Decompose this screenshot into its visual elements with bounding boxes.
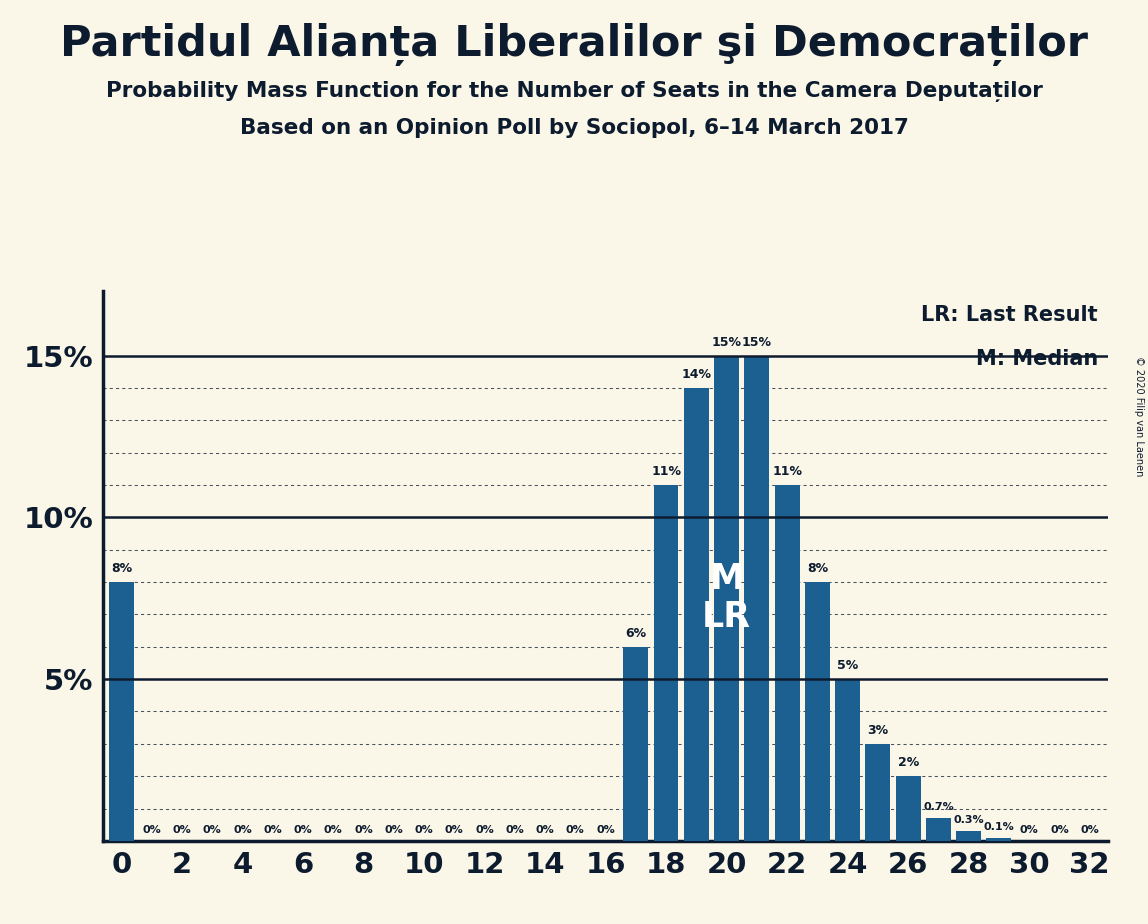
Text: 2%: 2% <box>898 756 918 769</box>
Text: 0%: 0% <box>1050 825 1069 835</box>
Text: 0%: 0% <box>385 825 403 835</box>
Text: Partidul Alianța Liberalilor şi Democraților: Partidul Alianța Liberalilor şi Democraț… <box>60 23 1088 67</box>
Text: 0%: 0% <box>324 825 342 835</box>
Text: 0%: 0% <box>1019 825 1039 835</box>
Text: 14%: 14% <box>682 368 712 381</box>
Text: 0.1%: 0.1% <box>984 821 1015 832</box>
Bar <box>956 832 982 841</box>
Text: LR: Last Result: LR: Last Result <box>921 305 1097 325</box>
Text: 0%: 0% <box>505 825 525 835</box>
Bar <box>836 679 860 841</box>
Text: M: Median: M: Median <box>976 348 1097 369</box>
Text: 11%: 11% <box>773 465 802 478</box>
Text: 0.3%: 0.3% <box>953 815 984 825</box>
Text: 8%: 8% <box>807 562 828 575</box>
Text: 0%: 0% <box>294 825 312 835</box>
Text: 3%: 3% <box>867 723 889 736</box>
Bar <box>623 647 649 841</box>
Text: 0%: 0% <box>414 825 434 835</box>
Text: 6%: 6% <box>626 626 646 639</box>
Text: 8%: 8% <box>111 562 132 575</box>
Text: Probability Mass Function for the Number of Seats in the Camera Deputaților: Probability Mass Function for the Number… <box>106 81 1042 103</box>
Text: 0%: 0% <box>354 825 373 835</box>
Bar <box>895 776 921 841</box>
Text: M
LR: M LR <box>703 563 751 634</box>
Text: 0%: 0% <box>263 825 282 835</box>
Text: 0%: 0% <box>445 825 464 835</box>
Text: 0%: 0% <box>142 825 161 835</box>
Bar <box>684 388 708 841</box>
Bar <box>775 485 799 841</box>
Text: © 2020 Filip van Laenen: © 2020 Filip van Laenen <box>1134 356 1143 476</box>
Bar <box>653 485 678 841</box>
Bar <box>109 582 134 841</box>
Bar <box>926 819 951 841</box>
Text: Based on an Opinion Poll by Sociopol, 6–14 March 2017: Based on an Opinion Poll by Sociopol, 6–… <box>240 118 908 139</box>
Bar <box>714 356 739 841</box>
Text: 0%: 0% <box>172 825 192 835</box>
Bar <box>866 744 891 841</box>
Text: 15%: 15% <box>712 335 742 348</box>
Text: 0%: 0% <box>233 825 251 835</box>
Text: 0%: 0% <box>566 825 584 835</box>
Text: 15%: 15% <box>742 335 771 348</box>
Text: 0%: 0% <box>203 825 222 835</box>
Text: 0%: 0% <box>536 825 554 835</box>
Text: 0%: 0% <box>475 825 494 835</box>
Bar <box>805 582 830 841</box>
Bar <box>744 356 769 841</box>
Bar <box>986 837 1011 841</box>
Text: 0%: 0% <box>596 825 615 835</box>
Text: 0%: 0% <box>1080 825 1099 835</box>
Text: 5%: 5% <box>837 659 859 672</box>
Text: 11%: 11% <box>651 465 681 478</box>
Text: 0.7%: 0.7% <box>923 802 954 812</box>
